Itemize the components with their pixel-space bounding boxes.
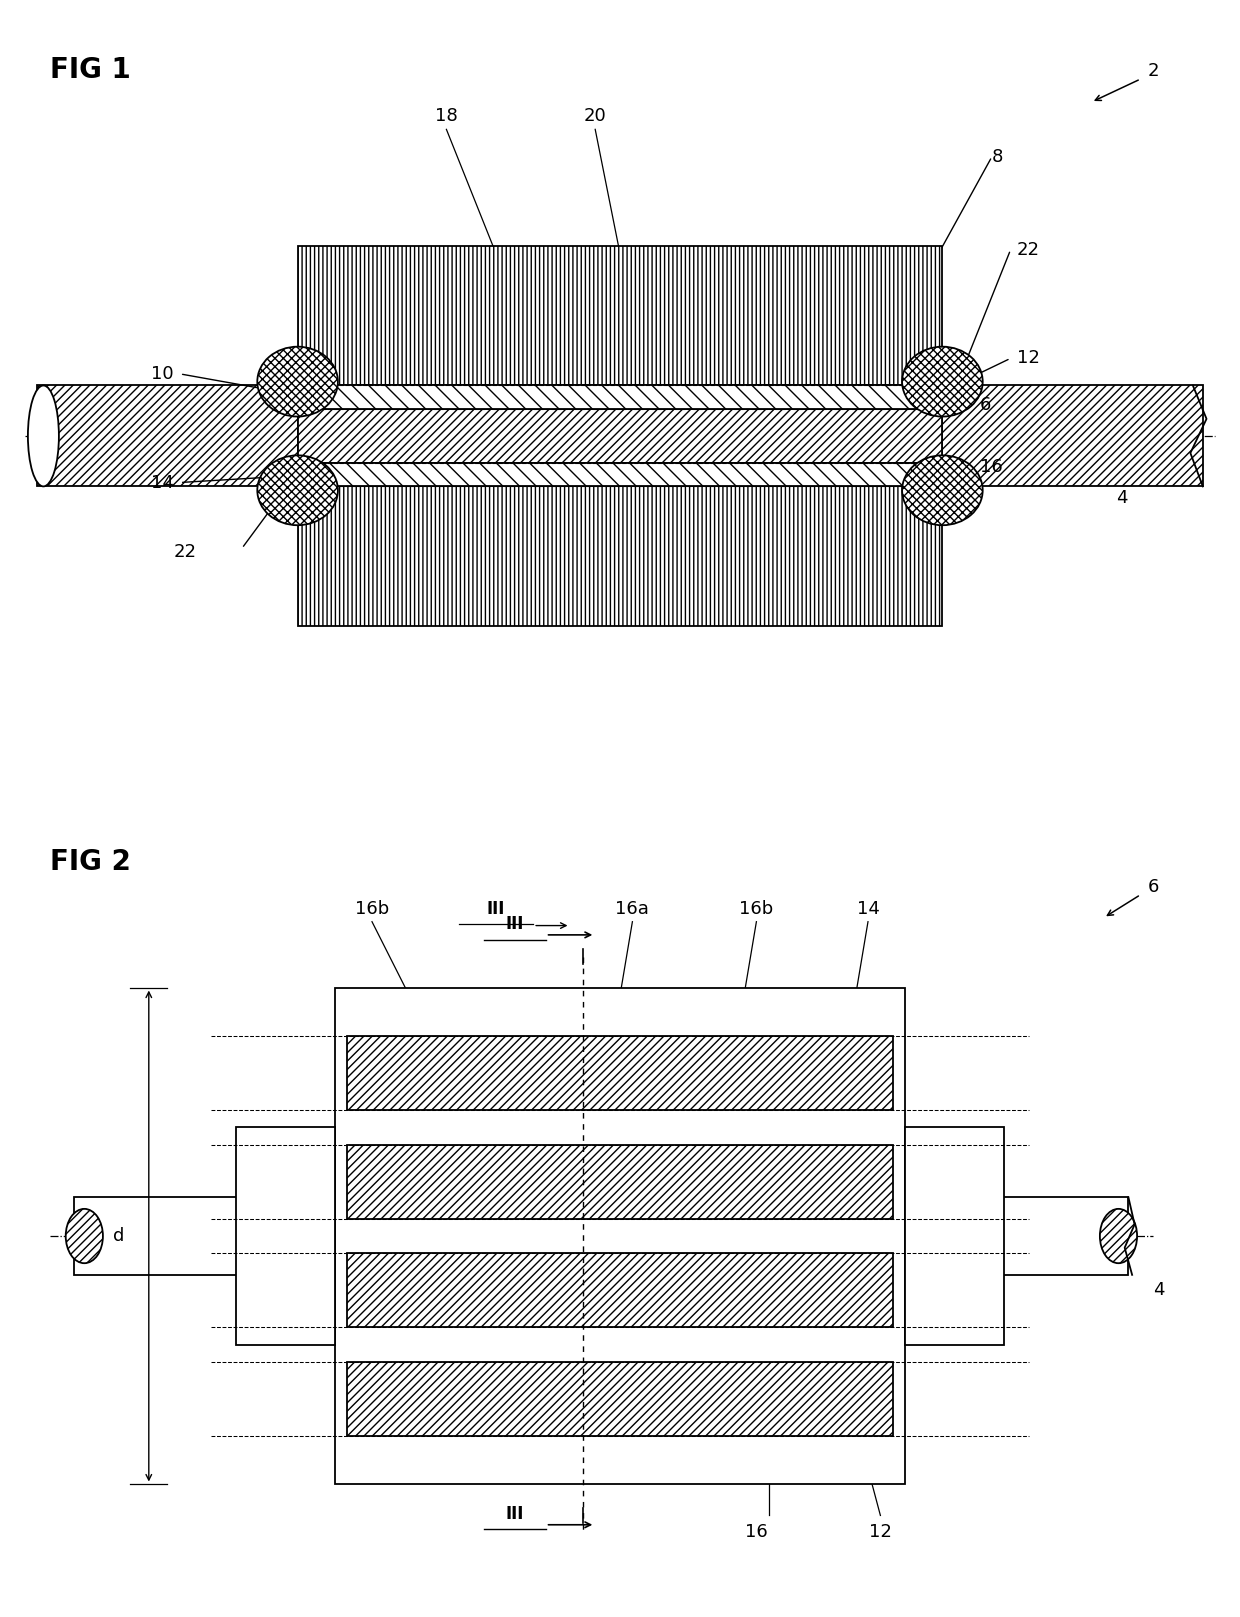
Bar — [905, 1197, 1128, 1274]
Ellipse shape — [903, 346, 982, 417]
Text: 14: 14 — [151, 474, 174, 492]
Bar — [905, 1127, 1004, 1345]
Text: III: III — [506, 915, 523, 933]
Bar — [347, 1145, 893, 1219]
Text: FIG 1: FIG 1 — [50, 55, 130, 84]
Bar — [298, 462, 942, 487]
Text: 14: 14 — [857, 899, 879, 918]
Bar — [347, 1362, 893, 1436]
Ellipse shape — [1100, 1210, 1137, 1263]
Bar — [298, 487, 942, 626]
Ellipse shape — [903, 456, 982, 526]
Text: 16: 16 — [980, 458, 1002, 475]
Text: 16b: 16b — [355, 899, 389, 918]
Text: 22: 22 — [174, 543, 197, 561]
Text: 20: 20 — [584, 107, 606, 126]
Text: 22: 22 — [1017, 241, 1040, 259]
Text: 12: 12 — [869, 1523, 892, 1541]
Bar — [298, 246, 942, 385]
Text: 2: 2 — [1147, 61, 1159, 81]
Bar — [298, 246, 942, 385]
Text: 18: 18 — [435, 107, 458, 126]
Bar — [347, 1253, 893, 1328]
Bar — [298, 385, 942, 409]
Text: 16: 16 — [745, 1523, 768, 1541]
Bar — [335, 988, 905, 1484]
Ellipse shape — [258, 456, 337, 526]
Bar — [347, 1036, 893, 1109]
Bar — [347, 1036, 893, 1109]
Bar — [298, 409, 942, 462]
Bar — [74, 1197, 335, 1274]
Bar — [37, 385, 298, 487]
Ellipse shape — [258, 346, 337, 417]
Text: III: III — [487, 899, 505, 918]
Bar — [236, 1127, 335, 1345]
Bar — [298, 385, 942, 409]
Bar — [942, 385, 1203, 487]
Ellipse shape — [66, 1210, 103, 1263]
Bar — [298, 462, 942, 487]
Text: 16a: 16a — [615, 899, 650, 918]
Text: 6: 6 — [980, 396, 991, 414]
Bar — [347, 1253, 893, 1328]
Text: III: III — [506, 1505, 523, 1523]
Text: 4: 4 — [1116, 488, 1127, 508]
Bar — [298, 409, 942, 462]
Bar — [347, 1145, 893, 1219]
Ellipse shape — [27, 385, 60, 487]
Bar — [298, 487, 942, 626]
Bar — [347, 1362, 893, 1436]
Text: FIG 2: FIG 2 — [50, 847, 130, 876]
Bar — [942, 385, 1203, 487]
Text: 10: 10 — [151, 365, 174, 383]
Text: 4: 4 — [1153, 1281, 1164, 1300]
Text: 6: 6 — [1147, 878, 1159, 896]
Text: 16b: 16b — [739, 899, 774, 918]
Text: 12: 12 — [1017, 349, 1039, 367]
Text: d: d — [113, 1227, 124, 1245]
Text: 8: 8 — [992, 147, 1003, 165]
Bar — [37, 385, 298, 487]
